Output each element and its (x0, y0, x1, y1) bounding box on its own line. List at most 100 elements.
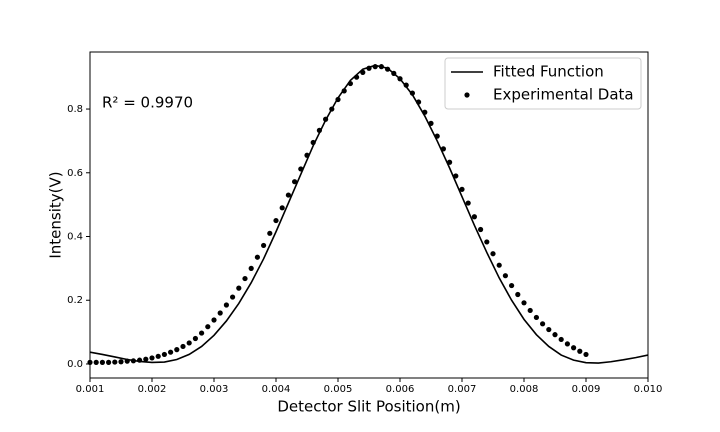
data-point (155, 353, 161, 359)
data-point (341, 88, 347, 94)
y-tick-label: 0.8 (67, 104, 83, 115)
data-point (242, 275, 248, 282)
data-point (180, 343, 186, 350)
data-point (360, 69, 366, 75)
data-point (186, 340, 192, 346)
data-point (366, 65, 372, 71)
data-point (403, 82, 409, 88)
data-point (558, 336, 564, 343)
data-point (223, 302, 229, 308)
data-point (484, 239, 490, 245)
data-point (310, 139, 316, 146)
data-point (478, 226, 484, 233)
data-point (199, 330, 205, 336)
data-point (509, 282, 515, 289)
y-tick-label: 0.2 (67, 295, 83, 306)
data-point (236, 285, 242, 291)
data-point (292, 179, 298, 185)
data-point (416, 99, 422, 105)
data-point (285, 192, 291, 198)
data-point (546, 326, 552, 333)
x-tick-label: 0.006 (386, 384, 415, 395)
y-tick-label: 0.0 (67, 359, 83, 370)
data-point (335, 96, 341, 103)
data-point (385, 66, 391, 72)
data-point (118, 359, 124, 365)
data-point (533, 314, 540, 321)
data-point (465, 200, 471, 206)
data-point (564, 341, 571, 347)
data-point (540, 321, 546, 327)
x-tick-label: 0.001 (76, 384, 105, 395)
legend-box (444, 57, 642, 110)
data-point (372, 64, 378, 70)
data-point (143, 356, 149, 362)
data-point (261, 242, 267, 249)
data-point (552, 332, 558, 338)
data-point (447, 159, 453, 165)
data-point (409, 90, 415, 96)
x-tick-label: 0.002 (138, 384, 167, 395)
data-point (527, 307, 533, 314)
data-point (267, 230, 273, 236)
data-point (279, 205, 285, 211)
x-axis-label: Detector Slit Position(m) (277, 398, 460, 416)
data-point (502, 273, 508, 279)
data-point (440, 146, 446, 152)
data-point (230, 294, 236, 300)
data-point (273, 217, 279, 224)
data-point (99, 359, 105, 365)
y-axis-label: Intensity(V) (47, 171, 65, 258)
data-point (124, 358, 130, 364)
legend-label: Fitted Function (493, 63, 604, 81)
data-point (571, 345, 577, 351)
legend-marker (464, 92, 470, 98)
data-point (329, 106, 335, 112)
data-point (254, 254, 260, 260)
data-point (471, 214, 477, 220)
data-point (248, 265, 254, 271)
data-point (434, 133, 440, 139)
x-tick-label: 0.010 (634, 384, 663, 395)
data-point (428, 120, 434, 126)
data-point (192, 335, 198, 342)
data-point (130, 358, 136, 364)
data-point (168, 349, 174, 355)
data-point (515, 291, 521, 298)
data-point (459, 186, 465, 192)
data-point (490, 251, 496, 257)
data-point (112, 359, 118, 365)
data-point (521, 300, 527, 306)
data-point (422, 109, 428, 115)
annotation: R² = 0.9970 (102, 94, 193, 112)
x-tick-label: 0.008 (510, 384, 539, 395)
data-point (378, 64, 384, 70)
data-point (577, 348, 583, 354)
x-tick-label: 0.003 (200, 384, 229, 395)
data-point (304, 152, 310, 158)
data-point (211, 317, 217, 323)
data-point (496, 262, 502, 268)
data-point (583, 351, 589, 358)
x-tick-label: 0.009 (572, 384, 601, 395)
x-tick-label: 0.005 (324, 384, 353, 395)
x-tick-label: 0.007 (448, 384, 477, 395)
legend-label: Experimental Data (493, 86, 634, 104)
data-point (397, 76, 403, 82)
data-point (316, 127, 322, 133)
data-point (217, 310, 223, 316)
y-tick-label: 0.6 (67, 168, 83, 179)
data-point (93, 359, 99, 365)
data-point (149, 355, 155, 361)
data-point (298, 166, 304, 172)
data-point (323, 116, 329, 122)
data-point (137, 357, 143, 363)
data-point (453, 173, 459, 179)
x-tick-label: 0.004 (262, 384, 291, 395)
data-point (161, 351, 167, 358)
data-point (391, 70, 397, 76)
data-point (106, 359, 112, 365)
data-point (347, 80, 353, 87)
